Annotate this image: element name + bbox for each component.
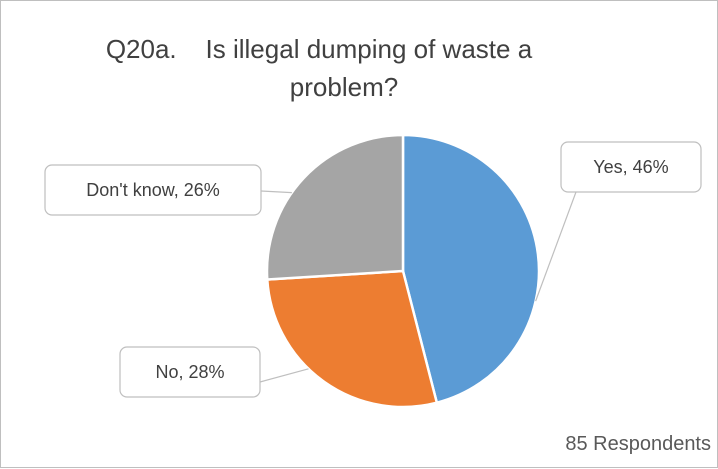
leader-line-no (259, 368, 309, 383)
pie-slice-yes (401, 133, 541, 405)
data-label-box-yes (560, 141, 702, 193)
label-leader-lines (259, 190, 577, 383)
pie-slices (265, 133, 541, 409)
data-label-callouts: Yes, 46% No, 28% Don't know, 26% (44, 141, 702, 398)
data-label-box-don-t-know (44, 164, 262, 216)
data-label-box-no (119, 346, 261, 398)
data-label-yes: Yes, 46% (560, 141, 702, 193)
respondents-footnote: 85 Respondents (565, 433, 711, 455)
pie-slice-no (265, 269, 439, 409)
chart-title-line-2: problem? (290, 72, 398, 102)
pie-slice-don-t-know (265, 133, 405, 281)
leader-line-don-t-know (260, 190, 292, 194)
leader-line-yes (535, 191, 577, 302)
data-label-text-yes: Yes, 46% (593, 157, 668, 177)
data-label-text-don-t-know: Don't know, 26% (86, 180, 220, 200)
data-label-text-no: No, 28% (155, 362, 224, 382)
data-label-don-t-know: Don't know, 26% (44, 164, 262, 216)
chart-title-line-1: Q20a. Is illegal dumping of waste a (106, 34, 533, 64)
chart-title: Q20a. Is illegal dumping of waste a prob… (106, 34, 533, 102)
data-label-no: No, 28% (119, 346, 261, 398)
